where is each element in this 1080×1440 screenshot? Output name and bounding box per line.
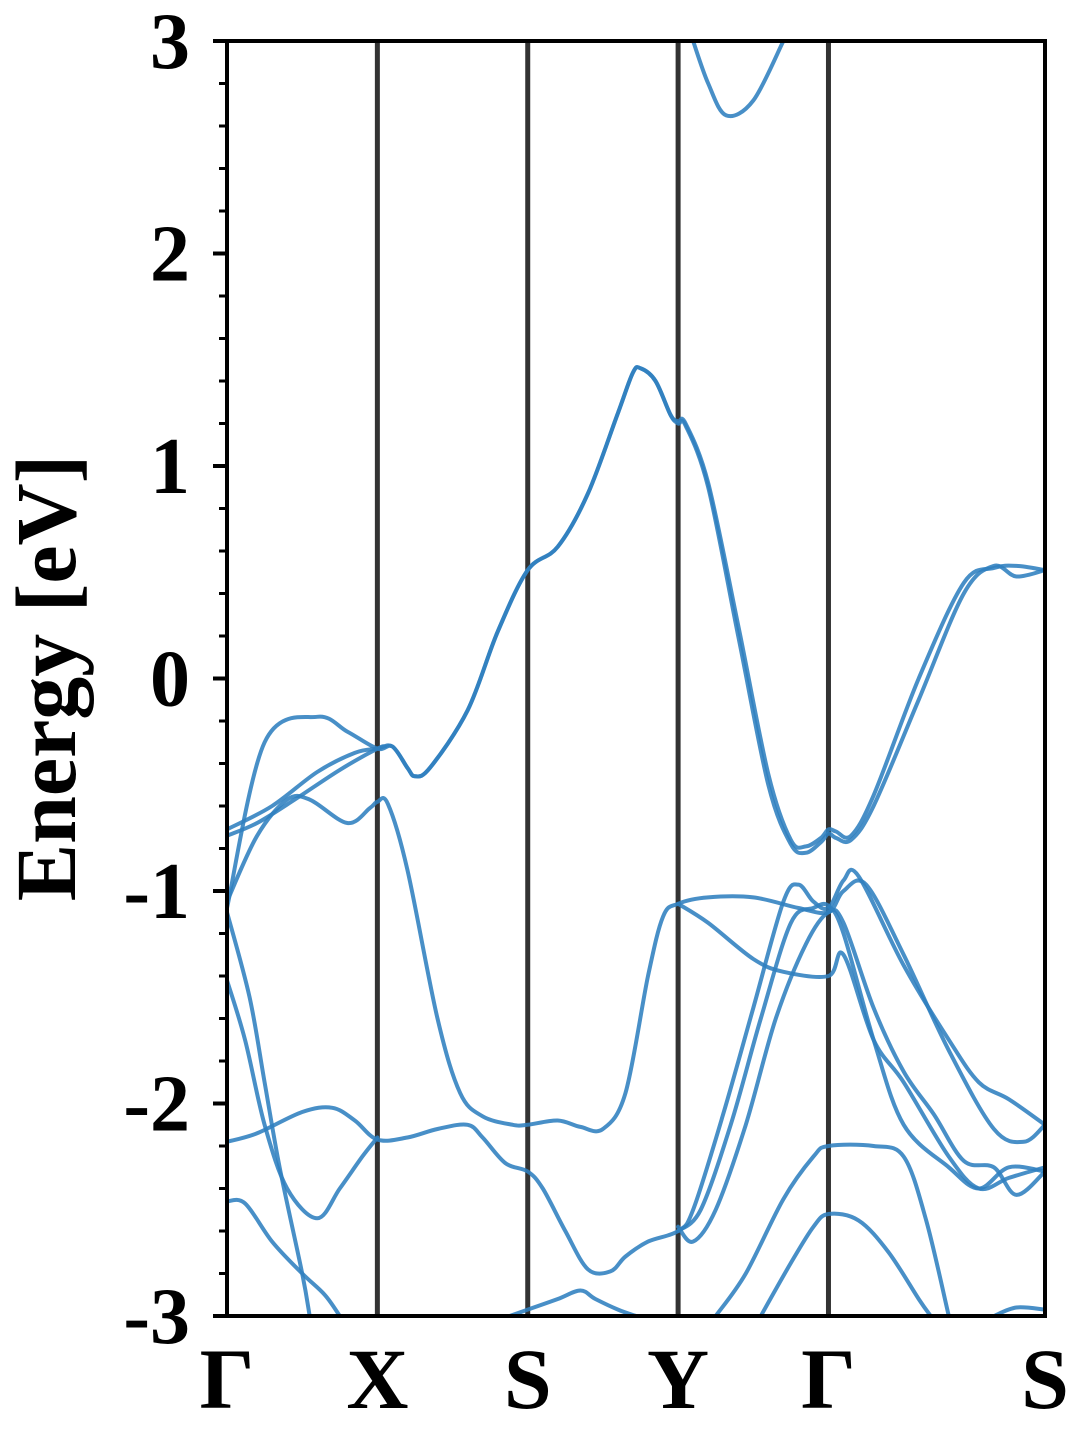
y-axis-label: Energy [eV]: [0, 455, 94, 902]
high-symmetry-lines: [374, 41, 831, 1316]
y-tick-label: 1: [150, 423, 190, 511]
band-line-2: [227, 365, 1045, 850]
y-tick-label: 3: [150, 0, 190, 86]
band-line-14: [758, 1211, 933, 1316]
band-line-12: [507, 1288, 638, 1316]
y-tick-label: 0: [150, 636, 190, 724]
x-tick-label: Y: [647, 1331, 709, 1427]
y-tick-label: -2: [123, 1061, 190, 1149]
y-tick-label: -3: [123, 1273, 190, 1361]
y-tick-label: 2: [150, 211, 190, 299]
y-tick-label: -1: [123, 848, 190, 936]
band-line-11: [227, 1197, 342, 1316]
band-line-3: [227, 744, 387, 838]
axes-frame: [225, 39, 1047, 1318]
x-tick-label: X: [346, 1331, 408, 1427]
x-tick-label: Γ: [200, 1331, 255, 1427]
band-line-13: [713, 1142, 951, 1316]
band-lines: [227, 41, 1045, 1316]
band-line-4: [227, 793, 1045, 1145]
y-tick-labels: -3 -2 -1 0 1 2 3: [123, 0, 190, 1361]
y-axis-ticks: [213, 39, 227, 1318]
band-line-8: [227, 867, 1045, 1276]
x-tick-label: Γ: [801, 1331, 856, 1427]
band-line-10: [676, 907, 1045, 1244]
x-tick-label: S: [504, 1331, 552, 1427]
plot-frame: [225, 39, 1047, 1318]
band-line-9: [676, 901, 1045, 1233]
band-line-1: [227, 365, 1045, 910]
band-line-7: [227, 978, 380, 1221]
x-tick-label: S: [1021, 1331, 1069, 1427]
band-line-16: [691, 41, 786, 119]
band-line-15: [991, 1305, 1045, 1316]
